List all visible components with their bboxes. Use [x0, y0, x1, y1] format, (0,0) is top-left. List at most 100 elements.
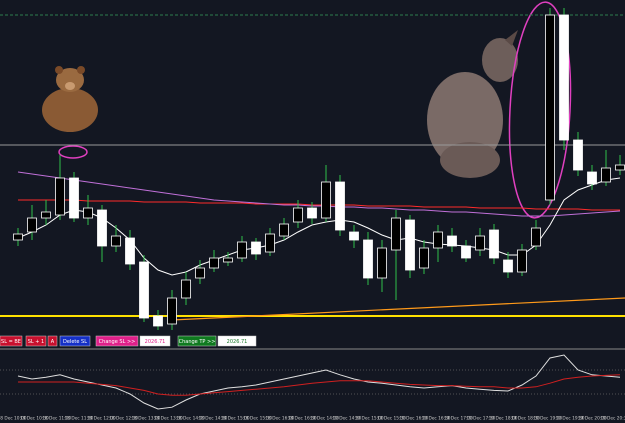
- candle-body: [83, 207, 93, 219]
- time-label: 19 Dec 15:30: [377, 416, 406, 422]
- candle-body: [405, 219, 415, 271]
- candle-body: [349, 231, 359, 241]
- highlight-circle: [58, 145, 88, 159]
- candle-body: [27, 217, 37, 233]
- button-label[interactable]: SL + 1: [28, 339, 45, 345]
- candle-body: [391, 217, 401, 251]
- time-label: 18 Dec 12:00: [87, 416, 116, 422]
- candle-body: [531, 227, 541, 247]
- candle-body: [545, 14, 555, 201]
- candle-body: [307, 207, 317, 219]
- button[interactable]: [217, 335, 257, 347]
- time-label: 18 Dec 10:30: [20, 416, 49, 422]
- time-label: 19 Dec 17:30: [466, 416, 495, 422]
- button[interactable]: [177, 335, 217, 347]
- candle-body: [195, 267, 205, 279]
- candle-body: [265, 233, 275, 253]
- time-label: 18 Dec 10:00: [0, 416, 27, 422]
- candle-body: [489, 229, 499, 259]
- candle-body: [419, 247, 429, 269]
- candle-body: [139, 261, 149, 319]
- moving-average: [18, 199, 620, 211]
- button-bar: SL = BE SL + 1 A Delete SL Change SL >> 2026.…: [0, 335, 257, 347]
- candle-body: [615, 164, 625, 171]
- candle-body: [601, 167, 611, 183]
- candle-body: [209, 257, 219, 269]
- time-label: 18 Dec 13:00: [131, 416, 160, 422]
- bear-image: [42, 66, 98, 132]
- button[interactable]: [25, 335, 47, 347]
- moving-average: [17, 171, 621, 217]
- time-label: 19 Dec 17:00: [444, 416, 473, 422]
- candle-body: [377, 247, 387, 279]
- button-label[interactable]: 2026.71: [145, 339, 166, 345]
- button[interactable]: [47, 335, 58, 347]
- time-label: 19 Dec 14:00: [310, 416, 339, 422]
- candle-body: [125, 237, 135, 265]
- candle-body: [167, 297, 177, 325]
- candle-body: [335, 181, 345, 231]
- candle-body: [223, 257, 233, 263]
- time-label: 19 Dec 16:00: [399, 416, 428, 422]
- bull-image: [427, 30, 518, 178]
- candle-body: [153, 315, 163, 327]
- indicator-line: [18, 374, 621, 396]
- time-label: 18 Dec 15:00: [221, 416, 250, 422]
- button-label[interactable]: Change TP >>: [179, 339, 216, 345]
- button[interactable]: [59, 335, 91, 347]
- candle-body: [251, 241, 261, 255]
- time-label: 19 Dec 14:30: [332, 416, 361, 422]
- time-label: 19 Dec 15:00: [355, 416, 384, 422]
- candle-body: [475, 235, 485, 251]
- button-label[interactable]: SL = BE: [1, 339, 21, 345]
- time-label: 18 Dec 16:00: [265, 416, 294, 422]
- highlight-circle: [508, 1, 572, 219]
- candle-body: [237, 241, 247, 259]
- candle-body: [41, 211, 51, 219]
- candle-body: [55, 177, 65, 216]
- time-label: 18 Dec 13:30: [154, 416, 183, 422]
- candle-body: [573, 139, 583, 171]
- candle-body: [321, 181, 331, 219]
- time-label: 18 Dec 15:30: [243, 416, 272, 422]
- time-label: 19 Dec 19:30: [556, 416, 585, 422]
- candle-body: [433, 231, 443, 249]
- candle-body: [97, 209, 107, 247]
- button[interactable]: [95, 335, 139, 347]
- candle-body: [69, 177, 79, 219]
- time-label: 18 Dec 11:00: [42, 416, 71, 422]
- button-label[interactable]: 2026.71: [227, 339, 248, 345]
- candle-body: [181, 279, 191, 299]
- trend-line: [171, 297, 625, 321]
- time-label: 19 Dec 20:00: [578, 416, 607, 422]
- candle-body: [503, 259, 513, 273]
- candle-body: [559, 14, 569, 141]
- time-label: 18 Dec 11:30: [65, 416, 94, 422]
- time-label: 19 Dec 18:30: [511, 416, 540, 422]
- button-label[interactable]: Change SL >>: [99, 339, 136, 345]
- candle-body: [587, 171, 597, 185]
- time-label: 18 Dec 14:30: [198, 416, 227, 422]
- candle-body: [279, 223, 289, 237]
- candle-body: [461, 245, 471, 259]
- time-label: 19 Dec 16:30: [422, 416, 451, 422]
- time-label: 18 Dec 12:30: [109, 416, 138, 422]
- candle-body: [363, 239, 373, 279]
- button[interactable]: [0, 335, 23, 347]
- button[interactable]: [139, 335, 171, 347]
- indicator-line: [17, 354, 621, 410]
- candle-body: [13, 233, 23, 241]
- time-label: 19 Dec 19:00: [533, 416, 562, 422]
- time-label: 18 Dec 14:00: [176, 416, 205, 422]
- candle-body: [447, 235, 457, 247]
- time-label: 19 Dec 18:00: [489, 416, 518, 422]
- button-label[interactable]: A: [51, 339, 55, 345]
- time-label: 18 Dec 16:30: [288, 416, 317, 422]
- candle-body: [517, 249, 527, 273]
- button-label[interactable]: Delete SL: [63, 339, 87, 345]
- time-label: 19 Dec 20:30: [600, 416, 625, 422]
- candle-body: [293, 207, 303, 223]
- candle-body: [111, 235, 121, 247]
